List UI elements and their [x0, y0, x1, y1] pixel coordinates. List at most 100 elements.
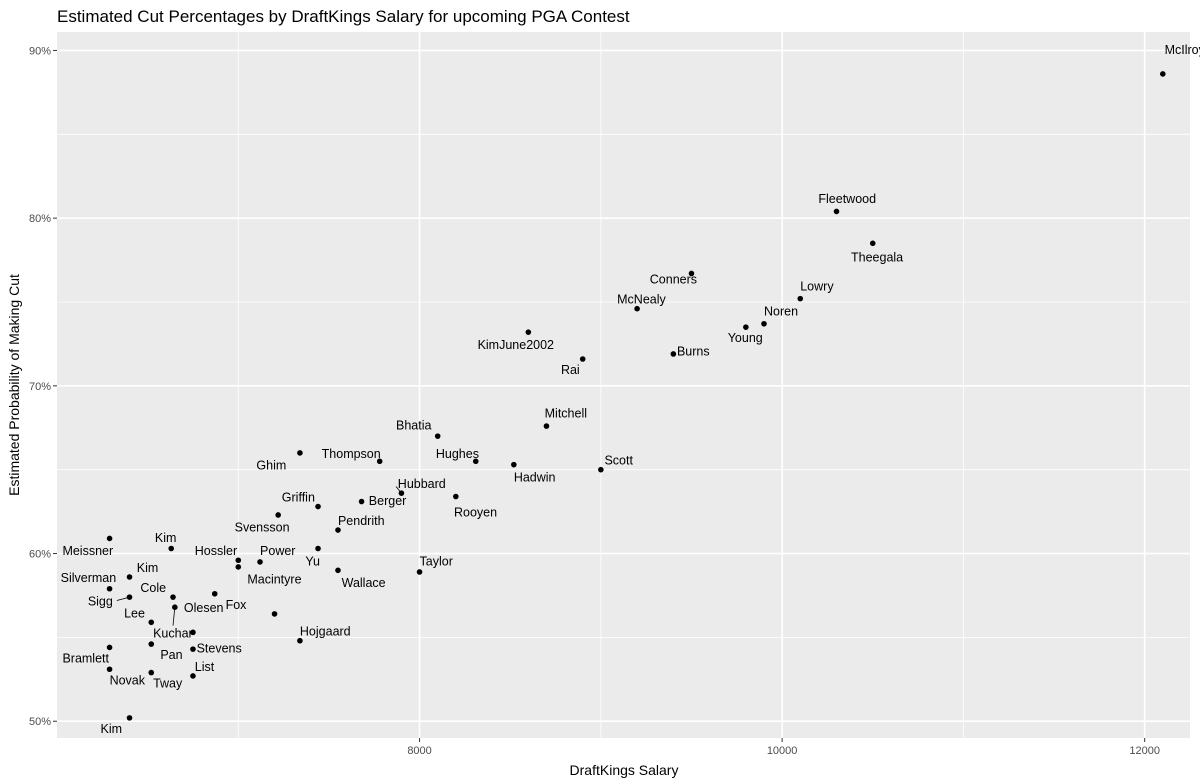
axis-ticks: 8000 10000 12000 50% 60% 70% 80% 90% [29, 45, 1160, 757]
data-point [869, 240, 876, 247]
point-label: Young [728, 331, 763, 345]
point-label: Mitchell [545, 407, 587, 421]
data-point [235, 557, 242, 564]
point-label: Bramlett [62, 652, 109, 666]
point-label: Hossler [195, 544, 237, 558]
point-label: Hubbard [398, 477, 446, 491]
point-label: Scott [604, 454, 633, 468]
x-tick-label: 12000 [1129, 745, 1160, 757]
point-label: Conners [650, 273, 697, 287]
point-label: Rai [561, 363, 580, 377]
data-point [670, 351, 677, 357]
point-label: Hughes [436, 447, 479, 461]
data-point [833, 208, 840, 215]
point-label: KimJune2002 [478, 338, 554, 352]
data-point [106, 666, 113, 673]
point-label: Pendrith [338, 514, 385, 528]
data-point [148, 669, 155, 676]
point-label: Olesen [184, 601, 224, 615]
data-point [358, 498, 365, 505]
point-label: List [195, 660, 215, 674]
data-point [434, 433, 441, 439]
y-tick-label: 90% [29, 45, 51, 57]
data-point [168, 545, 175, 552]
label-leader-line [395, 486, 402, 494]
y-tick-label: 60% [29, 549, 51, 561]
point-label: Theegala [851, 251, 903, 265]
data-point [275, 512, 281, 518]
y-axis-title: Estimated Probability of Making Cut [6, 274, 22, 496]
data-point [1160, 71, 1166, 77]
data-point [106, 535, 113, 542]
data-point [453, 493, 459, 500]
data-point [297, 450, 303, 456]
point-label: Cole [140, 581, 166, 595]
y-tick-label: 80% [29, 213, 51, 225]
point-label: Stevens [197, 641, 242, 655]
point-label: Silverman [61, 571, 117, 585]
y-tick-label: 70% [29, 381, 51, 393]
data-point [257, 559, 263, 565]
point-label: Fleetwood [818, 192, 876, 206]
point-label: Bhatia [396, 418, 431, 432]
point-label: Sigg [88, 595, 113, 609]
point-label: Taylor [420, 554, 453, 568]
data-point [297, 637, 303, 644]
point-label: Wallace [342, 576, 386, 590]
data-point [335, 567, 341, 574]
data-point [472, 458, 479, 465]
point-label: Berger [369, 494, 407, 508]
data-point [634, 305, 640, 312]
point-label: Kim [137, 561, 159, 575]
data-point [148, 619, 155, 626]
data-point [190, 629, 196, 636]
point-label: Griffin [282, 491, 315, 505]
point-label: Tway [153, 677, 183, 691]
data-point [126, 574, 133, 580]
point-label: Kim [155, 531, 177, 545]
point-label: Power [260, 544, 295, 558]
data-point [170, 594, 176, 600]
y-tick-label: 50% [29, 716, 51, 728]
x-axis-title: DraftKings Salary [570, 762, 679, 778]
data-point [190, 646, 196, 652]
point-label: Hojgaard [300, 625, 351, 639]
data-point [511, 461, 517, 468]
point-label: Svensson [235, 521, 290, 535]
point-label: Noren [764, 304, 798, 318]
label-leader-line [116, 596, 130, 601]
data-point [211, 590, 218, 597]
data-point [525, 329, 532, 335]
data-point [148, 641, 155, 647]
chart-title: Estimated Cut Percentages by DraftKings … [57, 7, 630, 26]
data-point [235, 564, 242, 570]
data-point [579, 356, 586, 362]
point-label: Thompson [322, 447, 381, 461]
point-label: McNealy [617, 293, 666, 307]
point-label: Lee [124, 606, 145, 620]
point-label: McIlroy [1165, 43, 1200, 57]
point-labels: McIlroy Fleetwood Theegala Conners Lowry McNe… [61, 43, 1200, 736]
data-point [761, 320, 767, 327]
point-label: Kuchar [153, 626, 193, 640]
data-point [543, 423, 550, 429]
data-point [126, 715, 133, 721]
plot-panel [57, 32, 1190, 738]
data-point [315, 503, 321, 510]
data-point [106, 644, 113, 651]
data-point [271, 611, 278, 617]
data-point [797, 295, 804, 302]
data-point [190, 673, 196, 679]
data-point [106, 585, 113, 592]
point-label: Ghim [256, 459, 286, 473]
point-label: Hadwin [514, 470, 556, 484]
grid-lines [57, 32, 1190, 738]
data-point [598, 466, 604, 473]
data-point [688, 270, 695, 277]
x-tick-label: 10000 [767, 745, 798, 757]
data-point [416, 569, 423, 575]
point-label: Pan [160, 648, 182, 662]
point-label: Novak [110, 673, 146, 687]
point-label: Meissner [62, 544, 113, 558]
data-point [315, 545, 321, 552]
